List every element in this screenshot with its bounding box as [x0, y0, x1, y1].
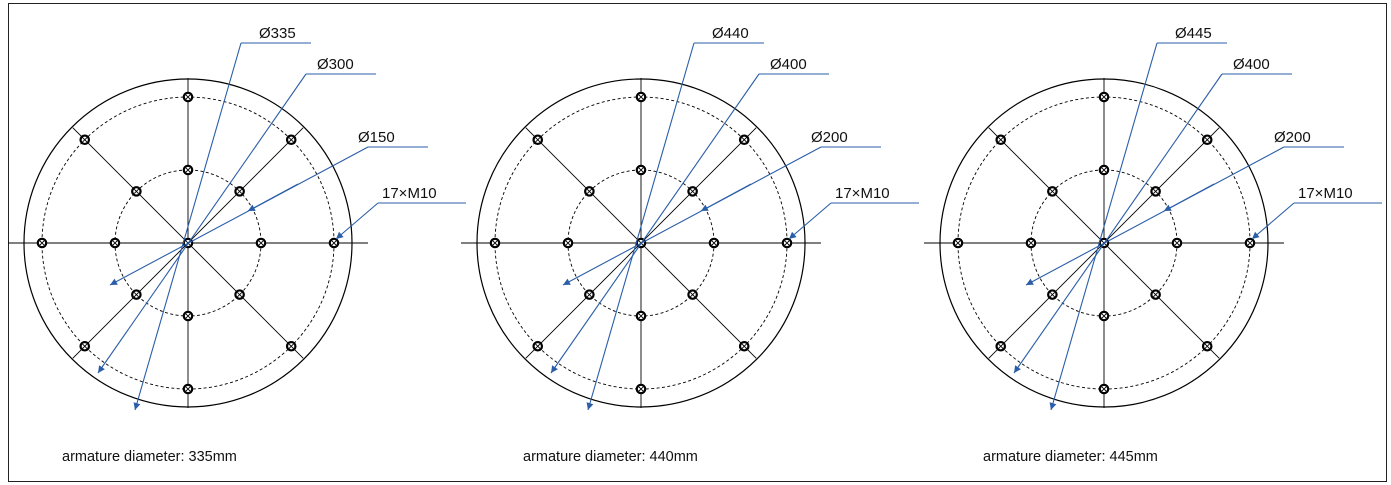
dimension-label: 17×M10: [835, 185, 890, 202]
bolt-hole: [234, 186, 245, 197]
bolt-hole: [781, 237, 793, 249]
bolt-hole: [738, 134, 750, 146]
bolt-hole: [687, 289, 698, 300]
bolt-hole: [1171, 237, 1183, 249]
dimension-callout: Ø440: [586, 25, 764, 411]
bolt-hole: [234, 289, 245, 300]
flange-drawing: Ø445 Ø400 Ø200 17×M10 armature diameter: 445…: [924, 25, 1382, 465]
bolt-hole: [182, 164, 194, 176]
dimension-callout: Ø150: [109, 129, 428, 286]
bolt-hole: [79, 340, 91, 352]
bolt-hole: [285, 340, 297, 352]
bolt-hole: [1098, 91, 1110, 103]
dimension-label: 17×M10: [1298, 185, 1353, 202]
bolt-hole: [1098, 310, 1110, 322]
dimension-callout: Ø445: [1049, 25, 1227, 411]
dimension-callout: 17×M10: [788, 185, 919, 240]
dimension-label: Ø200: [811, 129, 848, 146]
bolt-hole: [995, 134, 1007, 146]
bolt-hole: [489, 237, 501, 249]
bolt-hole: [1098, 383, 1110, 395]
dimension-callout: 17×M10: [1251, 185, 1382, 240]
drawing-frame: [8, 3, 1387, 482]
bolt-hole: [182, 310, 194, 322]
bolt-hole: [562, 237, 574, 249]
bolt-hole: [1098, 164, 1110, 176]
bolt-hole: [109, 237, 121, 249]
dimension-label: Ø400: [770, 56, 807, 73]
dimension-callout: 17×M10: [335, 185, 466, 240]
bolt-hole: [131, 289, 142, 300]
bolt-hole: [182, 383, 194, 395]
bolt-hole: [328, 237, 340, 249]
dimension-callout: Ø400: [550, 56, 829, 374]
dimension-callout: Ø200: [562, 129, 881, 286]
bolt-hole: [36, 237, 48, 249]
flange-drawing: Ø335 Ø300 Ø150 17×M10 armature diameter: 335…: [8, 25, 466, 465]
dimension-label: 17×M10: [382, 185, 437, 202]
bolt-hole: [687, 186, 698, 197]
bolt-hole: [1244, 237, 1256, 249]
armature-caption: armature diameter: 440mm: [523, 449, 698, 465]
bolt-hole: [131, 186, 142, 197]
armature-caption: armature diameter: 335mm: [62, 449, 237, 465]
bolt-hole: [1047, 289, 1058, 300]
bolt-hole: [79, 134, 91, 146]
bolt-hole: [1047, 186, 1058, 197]
bolt-hole: [285, 134, 297, 146]
dimension-callout: Ø400: [1013, 56, 1292, 374]
bolt-hole: [952, 237, 964, 249]
bolt-hole: [635, 91, 647, 103]
dimension-label: Ø400: [1233, 56, 1270, 73]
bolt-hole: [1025, 237, 1037, 249]
bolt-hole: [1201, 340, 1213, 352]
bolt-hole: [1150, 289, 1161, 300]
bolt-hole: [532, 134, 544, 146]
bolt-hole: [635, 383, 647, 395]
bolt-hole: [738, 340, 750, 352]
bolt-hole: [995, 340, 1007, 352]
dimension-label: Ø200: [1274, 129, 1311, 146]
flange-drawing: Ø440 Ø400 Ø200 17×M10 armature diameter: 440…: [461, 25, 919, 465]
dimension-label: Ø300: [317, 56, 354, 73]
dimension-label: Ø440: [712, 25, 749, 42]
bolt-hole: [532, 340, 544, 352]
bolt-hole: [708, 237, 720, 249]
bolt-hole: [255, 237, 267, 249]
bolt-hole: [1201, 134, 1213, 146]
armature-caption: armature diameter: 445mm: [983, 449, 1158, 465]
dimension-callout: Ø200: [1025, 129, 1344, 286]
dimension-label: Ø150: [358, 129, 395, 146]
bolt-hole: [1150, 186, 1161, 197]
bolt-hole: [182, 91, 194, 103]
dimension-callout: Ø300: [97, 56, 376, 374]
dimension-label: Ø335: [259, 25, 296, 42]
dimension-label: Ø445: [1175, 25, 1212, 42]
dimension-callout: Ø335: [133, 25, 311, 411]
bolt-hole: [635, 164, 647, 176]
bolt-hole: [635, 310, 647, 322]
bolt-hole: [584, 289, 595, 300]
bolt-hole: [584, 186, 595, 197]
